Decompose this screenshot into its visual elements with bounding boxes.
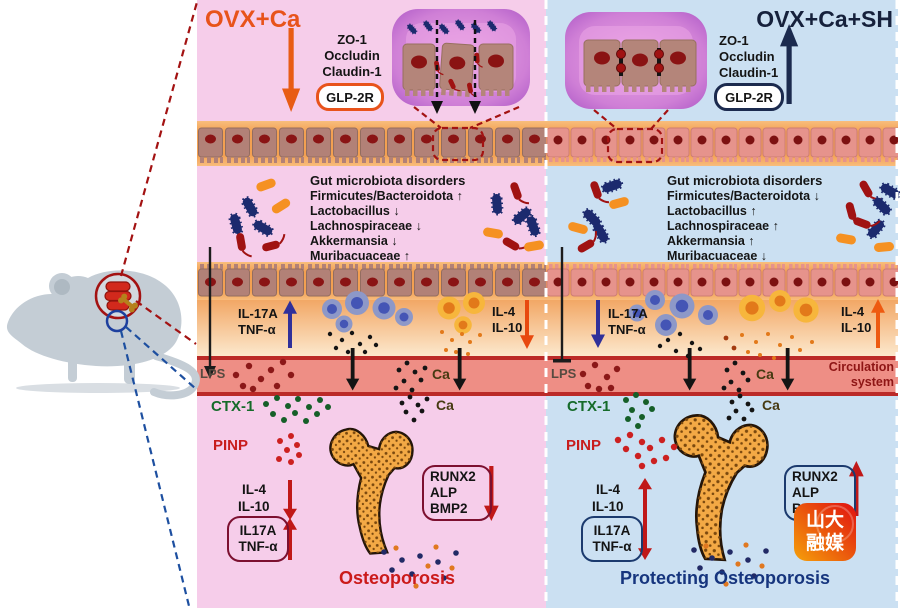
panel-title-left: OVX+Ca [205, 6, 301, 33]
glp2r-badge-right: GLP-2R [714, 83, 784, 111]
ca-label-bone-left: Ca [436, 397, 454, 413]
bone-icon [118, 293, 138, 313]
connector-gut-top [119, 1, 199, 277]
microbiota-heading-right: Gut microbiota disorders [667, 173, 823, 188]
tnfa-label-left: TNF-α [238, 322, 276, 337]
ca-label-circulation-right: Ca [756, 366, 774, 382]
microbiota-item-left: Lactobacillus ↓ [310, 204, 400, 218]
microbiota-item-left: Lachnospiraceae ↓ [310, 219, 422, 233]
gut-icon [94, 272, 142, 320]
mouse-illustration [6, 270, 200, 400]
connector-bone-bottom [119, 330, 191, 607]
ctx1-label-right: CTX-1 [567, 398, 611, 415]
tnfa-label-right: TNF-α [608, 322, 646, 337]
il17-box-label: IL17A [239, 523, 277, 538]
alp-label: ALP [792, 485, 819, 500]
il10-label-right: IL-10 [841, 320, 872, 335]
il17a-label-left: IL-17A [238, 306, 278, 321]
zoom-connectors [119, 1, 199, 607]
il17-box-label: IL17A [593, 523, 631, 538]
tnf-box-label: TNF-α [592, 539, 632, 554]
gut-zoom-circle [94, 272, 142, 320]
connector-gut-mid [135, 300, 197, 345]
il10-bottom-label-right: IL-10 [592, 499, 624, 514]
tj-protein-occludin-left: Occludin [324, 48, 380, 63]
microbiota-heading-left: Gut microbiota disorders [310, 173, 466, 188]
microbiota-item-right: Muribacuaceae ↓ [667, 249, 768, 263]
osteogenic-genes-box-left: RUNX2 ALP BMP2 [422, 465, 492, 521]
runx2-label: RUNX2 [430, 469, 476, 484]
tj-protein-zo1-right: ZO-1 [719, 33, 749, 48]
inflammatory-box-left: IL17A TNF-α [227, 516, 289, 562]
outcome-label-left: Osteoporosis [338, 568, 456, 588]
il17a-label-right: IL-17A [608, 306, 648, 321]
il4-bottom-label-right: IL-4 [596, 482, 621, 497]
outcome-label-right: Protecting Osteoporosis [619, 568, 831, 588]
pinp-label-left: PINP [213, 437, 249, 454]
circulation-word: Circulation [828, 360, 894, 374]
ca-label-bone-right: Ca [762, 397, 780, 413]
inflammatory-box-right: IL17A TNF-α [581, 516, 643, 562]
il10-bottom-label-left: IL-10 [238, 499, 270, 514]
runx2-label: RUNX2 [792, 469, 838, 484]
bone-zoom-circle [105, 309, 129, 333]
tj-protein-zo1-left: ZO-1 [337, 32, 367, 47]
microbiota-item-right: Firmicutes/Bacteroidota ↓ [667, 189, 820, 203]
circulation-system-label: Circulation system [818, 360, 894, 390]
glp2r-badge-left: GLP-2R [316, 83, 384, 111]
il4-bottom-label-left: IL-4 [242, 482, 267, 497]
microbiota-item-left: Akkermansia ↓ [310, 234, 398, 248]
tj-protein-claudin-left: Claudin-1 [322, 64, 382, 79]
microbiota-item-right: Akkermansia ↑ [667, 234, 755, 248]
connector-bone-mid [125, 326, 197, 390]
ca-label-circulation-left: Ca [432, 366, 450, 382]
mouse-tail [150, 352, 200, 400]
tnf-box-label: TNF-α [238, 539, 278, 554]
logo-seal-icon [816, 505, 854, 543]
il4-label-right: IL-4 [841, 304, 865, 319]
system-word: system [850, 374, 894, 389]
tj-protein-occludin-right: Occludin [719, 49, 775, 64]
microbiota-item-right: Lactobacillus ↑ [667, 204, 757, 218]
tj-protein-claudin-right: Claudin-1 [719, 65, 779, 80]
pinp-label-right: PINP [566, 437, 602, 454]
ctx1-label-left: CTX-1 [211, 398, 255, 415]
microbiota-item-left: Firmicutes/Bacteroidota ↑ [310, 189, 463, 203]
shandong-university-media-logo: 山大 融媒 [794, 503, 856, 561]
bmp2-label: BMP2 [430, 501, 468, 516]
lps-label-left: LPS [200, 366, 226, 381]
panel-title-right: OVX+Ca+SH [756, 6, 893, 32]
alp-label: ALP [430, 485, 457, 500]
microbiota-item-right: Lachnospiraceae ↑ [667, 219, 779, 233]
lps-label-right: LPS [551, 366, 577, 381]
il10-label-left: IL-10 [492, 320, 523, 335]
il4-label-left: IL-4 [492, 304, 516, 319]
microbiota-item-left: Muribacuaceae ↑ [310, 249, 411, 263]
